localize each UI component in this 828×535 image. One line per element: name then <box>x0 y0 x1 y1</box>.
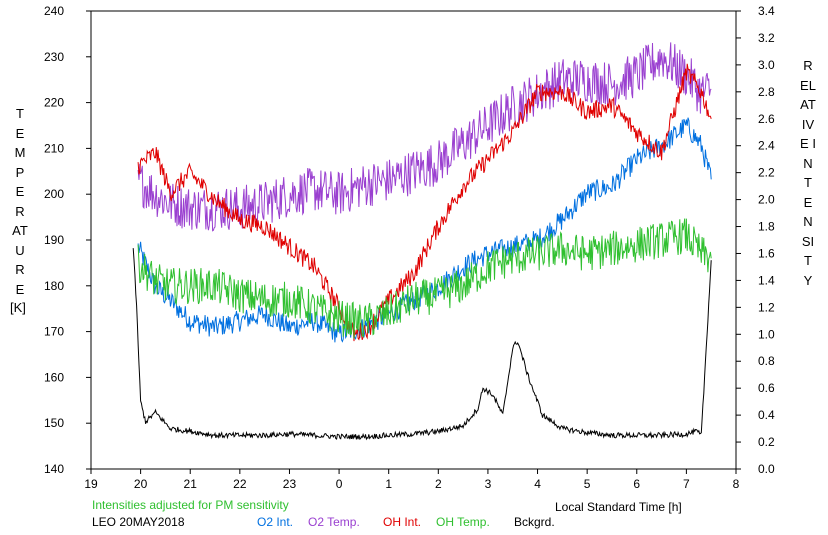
y-left-tick-label: 220 <box>44 96 64 110</box>
y-right-tick-label: 1.0 <box>758 327 775 341</box>
x-tick-label: 6 <box>633 477 640 491</box>
x-tick-label: 21 <box>184 477 198 491</box>
y-left-tick-label: 140 <box>44 462 64 476</box>
y-right-tick-label: 0.6 <box>758 381 775 395</box>
y-right-tick-label: 2.2 <box>758 166 775 180</box>
legend-oh-int: OH Int. <box>383 515 422 529</box>
y-right-tick-label: 1.4 <box>758 273 775 287</box>
y-right-tick-label: 3.4 <box>758 4 775 18</box>
x-tick-label: 19 <box>84 477 98 491</box>
x-tick-label: 0 <box>336 477 343 491</box>
y-right-tick-label: 0.2 <box>758 435 775 449</box>
x-tick-label: 5 <box>584 477 591 491</box>
y-left-tick-label: 160 <box>44 370 64 384</box>
y-left-tick-label: 230 <box>44 50 64 64</box>
legend-oh-temp: OH Temp. <box>436 515 490 529</box>
axis-layer: 19 20 21 22 23 0 1 2 3 4 5 6 7 8140150160170180190200… <box>44 4 775 491</box>
legend-o2-temp: O2 Temp. <box>308 515 360 529</box>
y-right-tick-label: 3.2 <box>758 31 775 45</box>
x-tick-label: 1 <box>385 477 392 491</box>
station-label: LEO 20MAY2018 <box>92 515 185 529</box>
y-right-tick-label: 0.4 <box>758 408 775 422</box>
y-right-tick-label: 0.8 <box>758 354 775 368</box>
annotation: Intensities adjusted for PM sensitivity <box>92 498 289 512</box>
x-axis-title: Local Standard Time [h] <box>555 500 682 514</box>
legend-o2-int: O2 Int. <box>257 515 294 529</box>
y-left-tick-label: 170 <box>44 325 64 339</box>
y-left-tick-label: 240 <box>44 4 64 18</box>
y-axis-left-unit: [K] <box>10 300 26 315</box>
y-right-tick-label: 2.4 <box>758 139 775 153</box>
x-tick-label: 3 <box>485 477 492 491</box>
y-right-tick-label: 3.0 <box>758 58 775 72</box>
y-axis-right-title: RELATIVE INTENSITY <box>800 58 816 288</box>
y-left-tick-label: 200 <box>44 187 64 201</box>
y-right-tick-label: 1.8 <box>758 220 775 234</box>
x-tick-label: 7 <box>683 477 690 491</box>
y-right-tick-label: 2.8 <box>758 85 775 99</box>
series-line-o2-int <box>137 117 712 343</box>
y-right-tick-label: 2.6 <box>758 112 775 126</box>
y-axis-left-title: TEMPERATURE <box>12 106 28 297</box>
x-tick-label: 8 <box>733 477 740 491</box>
x-tick-label: 2 <box>435 477 442 491</box>
y-left-tick-label: 190 <box>44 233 64 247</box>
legend-bckgrd: Bckgrd. <box>514 515 555 529</box>
x-tick-label: 23 <box>283 477 297 491</box>
y-right-tick-label: 1.2 <box>758 300 775 314</box>
series-line-bckgrd <box>132 248 712 441</box>
y-right-tick-label: 2.0 <box>758 193 775 207</box>
y-left-tick-label: 210 <box>44 141 64 155</box>
series-line-o2-temp <box>137 42 712 232</box>
series-layer <box>132 42 712 441</box>
x-tick-label: 22 <box>233 477 247 491</box>
y-right-tick-label: 1.6 <box>758 246 775 260</box>
y-left-tick-label: 150 <box>44 416 64 430</box>
series-line-oh-temp <box>137 218 712 339</box>
y-left-tick-label: 180 <box>44 279 64 293</box>
x-tick-label: 20 <box>134 477 148 491</box>
series-line-oh-int <box>137 63 712 342</box>
x-tick-label: 4 <box>534 477 541 491</box>
y-right-tick-label: 0.0 <box>758 462 775 476</box>
